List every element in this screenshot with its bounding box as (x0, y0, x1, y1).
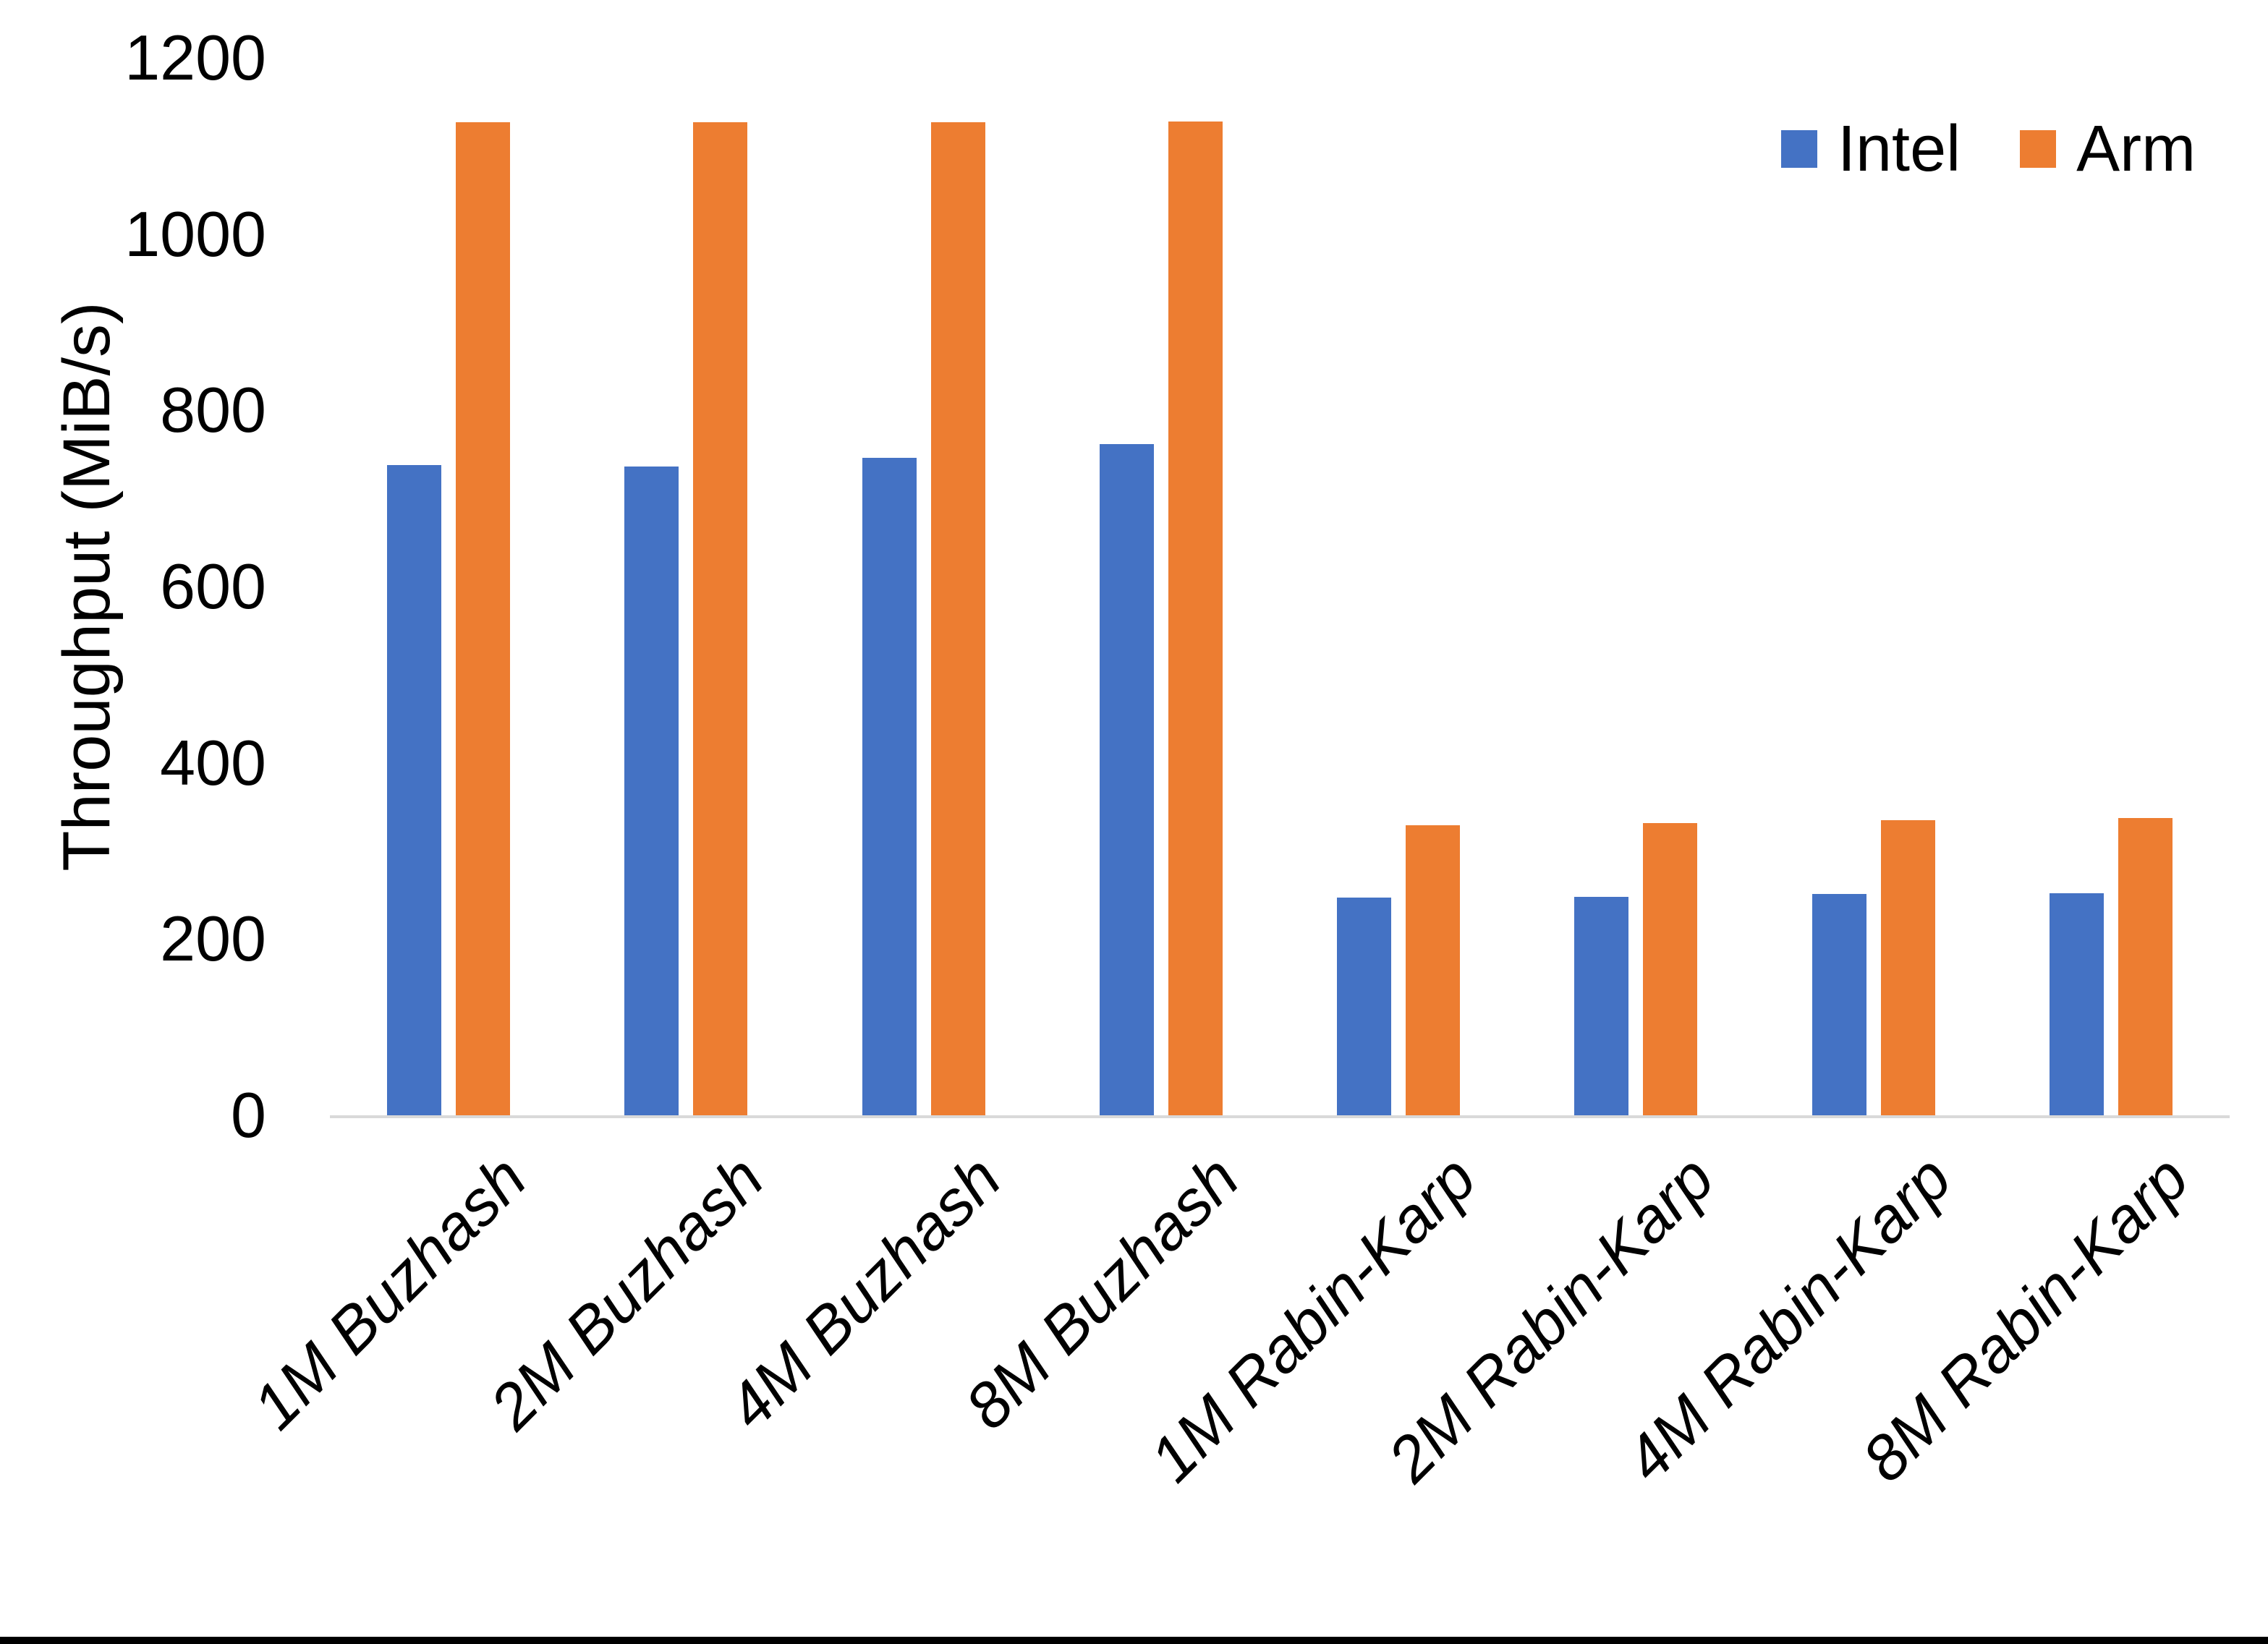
y-axis-tick-label: 0 (231, 1079, 266, 1151)
bar-intel-2 (624, 467, 679, 1115)
bar-intel-7 (1812, 894, 1866, 1115)
x-axis-line (330, 1115, 2230, 1118)
legend-item-arm: Arm (2020, 112, 2196, 187)
legend-swatch-intel (1781, 130, 1817, 168)
y-axis-tick-label: 200 (160, 903, 266, 975)
bar-arm-3 (930, 122, 985, 1115)
bottom-border (0, 1637, 2268, 1644)
bar-arm-5 (1406, 825, 1461, 1115)
legend: Intel Arm (1781, 110, 2196, 188)
bar-intel-8 (2049, 893, 2104, 1115)
bar-arm-6 (1643, 822, 1698, 1115)
bar-arm-2 (693, 122, 748, 1115)
y-axis-tick-label: 400 (160, 726, 266, 798)
y-axis-tick-label: 800 (160, 374, 266, 446)
y-axis-tick-label: 1000 (124, 197, 266, 270)
y-axis-tick-label: 600 (160, 550, 266, 622)
bar-intel-4 (1099, 443, 1154, 1115)
bar-arm-4 (1168, 121, 1223, 1115)
bar-intel-6 (1574, 896, 1629, 1115)
legend-label-arm: Arm (2076, 112, 2196, 185)
legend-label-intel: Intel (1838, 112, 1961, 185)
legend-swatch-arm (2020, 130, 2057, 168)
bar-arm-1 (456, 122, 511, 1115)
legend-item-intel: Intel (1781, 112, 1961, 187)
bar-intel-5 (1337, 898, 1392, 1115)
bar-arm-7 (1880, 819, 1935, 1115)
y-axis-tick-label: 1200 (124, 22, 266, 93)
bar-intel-1 (387, 464, 442, 1115)
bar-arm-8 (2118, 818, 2173, 1115)
bar-intel-3 (862, 458, 917, 1115)
